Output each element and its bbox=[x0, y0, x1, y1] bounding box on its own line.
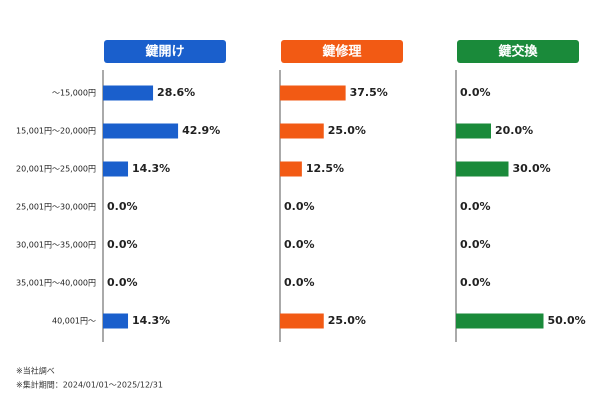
category-label: 40,001円～ bbox=[52, 317, 96, 326]
footnote: ※集計期間：2024/01/01～2025/12/31 bbox=[16, 380, 163, 390]
value-label: 0.0% bbox=[460, 276, 491, 289]
bar bbox=[103, 313, 129, 329]
value-label: 14.3% bbox=[132, 314, 170, 327]
value-label: 0.0% bbox=[284, 238, 315, 251]
panel-title: 鍵修理 bbox=[322, 44, 361, 60]
panel-title-badge bbox=[281, 40, 403, 63]
value-label: 37.5% bbox=[350, 86, 388, 99]
value-label: 14.3% bbox=[132, 162, 170, 175]
bar bbox=[280, 313, 324, 329]
category-label: 15,001円～20,000円 bbox=[16, 127, 96, 136]
category-label: 35,001円～40,000円 bbox=[16, 279, 96, 288]
category-label: 30,001円～35,000円 bbox=[16, 241, 96, 250]
value-label: 0.0% bbox=[284, 276, 315, 289]
value-label: 20.0% bbox=[495, 124, 533, 137]
bar bbox=[103, 161, 129, 177]
panel-title-badge bbox=[457, 40, 579, 63]
value-label: 42.9% bbox=[182, 124, 220, 137]
panel-title: 鍵開け bbox=[145, 44, 184, 60]
value-label: 12.5% bbox=[306, 162, 344, 175]
bar bbox=[280, 161, 302, 177]
category-label: 20,001円～25,000円 bbox=[16, 165, 96, 174]
value-label: 25.0% bbox=[328, 124, 366, 137]
panel-title-badge bbox=[104, 40, 226, 63]
value-label: 30.0% bbox=[513, 162, 551, 175]
bar bbox=[456, 313, 544, 329]
value-label: 0.0% bbox=[107, 276, 138, 289]
value-label: 0.0% bbox=[107, 238, 138, 251]
footnote: ※当社調べ bbox=[16, 366, 55, 376]
category-label: ～15,000円 bbox=[52, 89, 96, 98]
bar bbox=[103, 85, 154, 101]
value-label: 0.0% bbox=[460, 86, 491, 99]
value-label: 0.0% bbox=[284, 200, 315, 213]
panel-title: 鍵交換 bbox=[498, 44, 538, 60]
bar bbox=[280, 123, 324, 139]
bar bbox=[103, 123, 179, 139]
value-label: 0.0% bbox=[107, 200, 138, 213]
bar bbox=[280, 85, 346, 101]
value-label: 0.0% bbox=[460, 238, 491, 251]
bar bbox=[456, 123, 491, 139]
value-label: 25.0% bbox=[328, 314, 366, 327]
bar bbox=[456, 161, 509, 177]
value-label: 0.0% bbox=[460, 200, 491, 213]
category-label: 25,001円～30,000円 bbox=[16, 203, 96, 212]
value-label: 28.6% bbox=[157, 86, 195, 99]
value-label: 50.0% bbox=[548, 314, 586, 327]
